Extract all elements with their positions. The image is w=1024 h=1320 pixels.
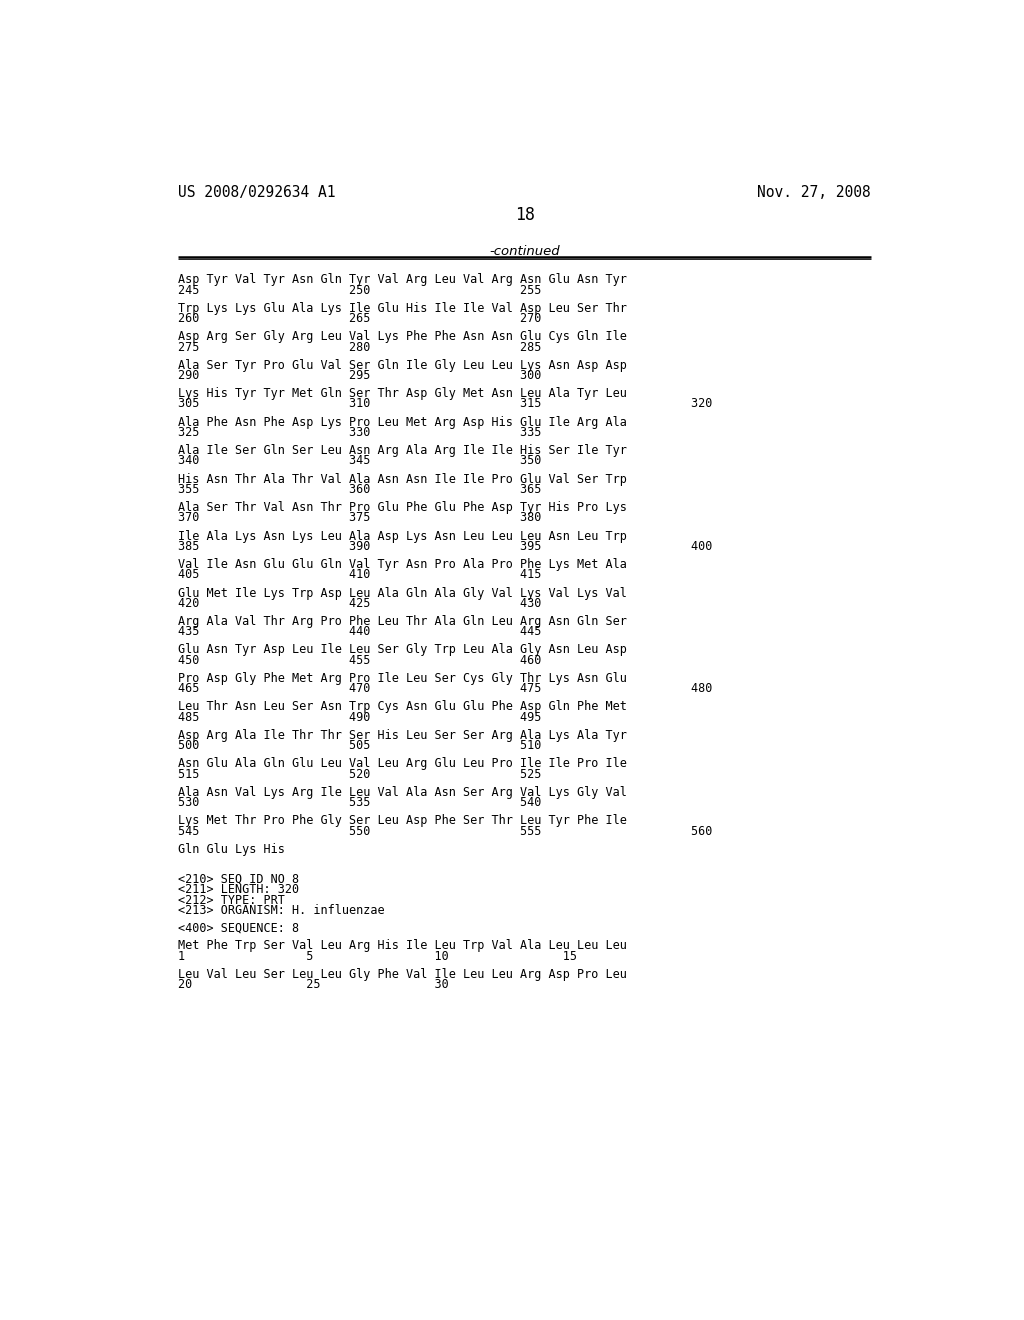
Text: 275                     280                     285: 275 280 285: [178, 341, 542, 354]
Text: Asp Tyr Val Tyr Asn Gln Tyr Val Arg Leu Val Arg Asn Glu Asn Tyr: Asp Tyr Val Tyr Asn Gln Tyr Val Arg Leu …: [178, 273, 628, 286]
Text: 20                25                30: 20 25 30: [178, 978, 450, 991]
Text: <211> LENGTH: 320: <211> LENGTH: 320: [178, 883, 299, 896]
Text: Glu Asn Tyr Asp Leu Ile Leu Ser Gly Trp Leu Ala Gly Asn Leu Asp: Glu Asn Tyr Asp Leu Ile Leu Ser Gly Trp …: [178, 644, 628, 656]
Text: Ala Ser Tyr Pro Glu Val Ser Gln Ile Gly Leu Leu Lys Asn Asp Asp: Ala Ser Tyr Pro Glu Val Ser Gln Ile Gly …: [178, 359, 628, 372]
Text: Glu Met Ile Lys Trp Asp Leu Ala Gln Ala Gly Val Lys Val Lys Val: Glu Met Ile Lys Trp Asp Leu Ala Gln Ala …: [178, 586, 628, 599]
Text: Lys His Tyr Tyr Met Gln Ser Thr Asp Gly Met Asn Leu Ala Tyr Leu: Lys His Tyr Tyr Met Gln Ser Thr Asp Gly …: [178, 387, 628, 400]
Text: Nov. 27, 2008: Nov. 27, 2008: [758, 185, 871, 201]
Text: 290                     295                     300: 290 295 300: [178, 370, 542, 381]
Text: Ala Ile Ser Gln Ser Leu Asn Arg Ala Arg Ile Ile His Ser Ile Tyr: Ala Ile Ser Gln Ser Leu Asn Arg Ala Arg …: [178, 444, 628, 457]
Text: 500                     505                     510: 500 505 510: [178, 739, 542, 752]
Text: 530                     535                     540: 530 535 540: [178, 796, 542, 809]
Text: 545                     550                     555                     560: 545 550 555 560: [178, 825, 713, 838]
Text: Gln Glu Lys His: Gln Glu Lys His: [178, 843, 286, 855]
Text: 1                 5                 10                15: 1 5 10 15: [178, 950, 578, 962]
Text: <210> SEQ ID NO 8: <210> SEQ ID NO 8: [178, 873, 299, 886]
Text: 405                     410                     415: 405 410 415: [178, 569, 542, 581]
Text: Asn Glu Ala Gln Glu Leu Val Leu Arg Glu Leu Pro Ile Ile Pro Ile: Asn Glu Ala Gln Glu Leu Val Leu Arg Glu …: [178, 758, 628, 771]
Text: 18: 18: [515, 206, 535, 224]
Text: Leu Val Leu Ser Leu Leu Gly Phe Val Ile Leu Leu Arg Asp Pro Leu: Leu Val Leu Ser Leu Leu Gly Phe Val Ile …: [178, 968, 628, 981]
Text: Ala Phe Asn Phe Asp Lys Pro Leu Met Arg Asp His Glu Ile Arg Ala: Ala Phe Asn Phe Asp Lys Pro Leu Met Arg …: [178, 416, 628, 429]
Text: 465                     470                     475                     480: 465 470 475 480: [178, 682, 713, 696]
Text: 435                     440                     445: 435 440 445: [178, 626, 542, 639]
Text: 355                     360                     365: 355 360 365: [178, 483, 542, 496]
Text: 340                     345                     350: 340 345 350: [178, 454, 542, 467]
Text: Ile Ala Lys Asn Lys Leu Ala Asp Lys Asn Leu Leu Leu Asn Leu Trp: Ile Ala Lys Asn Lys Leu Ala Asp Lys Asn …: [178, 529, 628, 543]
Text: 420                     425                     430: 420 425 430: [178, 597, 542, 610]
Text: Trp Lys Lys Glu Ala Lys Ile Glu His Ile Ile Val Asp Leu Ser Thr: Trp Lys Lys Glu Ala Lys Ile Glu His Ile …: [178, 302, 628, 314]
Text: Pro Asp Gly Phe Met Arg Pro Ile Leu Ser Cys Gly Thr Lys Asn Glu: Pro Asp Gly Phe Met Arg Pro Ile Leu Ser …: [178, 672, 628, 685]
Text: 485                     490                     495: 485 490 495: [178, 711, 542, 723]
Text: 305                     310                     315                     320: 305 310 315 320: [178, 397, 713, 411]
Text: US 2008/0292634 A1: US 2008/0292634 A1: [178, 185, 336, 201]
Text: 325                     330                     335: 325 330 335: [178, 426, 542, 440]
Text: 450                     455                     460: 450 455 460: [178, 653, 542, 667]
Text: Asp Arg Ser Gly Arg Leu Val Lys Phe Phe Asn Asn Glu Cys Gln Ile: Asp Arg Ser Gly Arg Leu Val Lys Phe Phe …: [178, 330, 628, 343]
Text: 370                     375                     380: 370 375 380: [178, 511, 542, 524]
Text: Met Phe Trp Ser Val Leu Arg His Ile Leu Trp Val Ala Leu Leu Leu: Met Phe Trp Ser Val Leu Arg His Ile Leu …: [178, 940, 628, 953]
Text: Ala Ser Thr Val Asn Thr Pro Glu Phe Glu Phe Asp Tyr His Pro Lys: Ala Ser Thr Val Asn Thr Pro Glu Phe Glu …: [178, 502, 628, 513]
Text: 385                     390                     395                     400: 385 390 395 400: [178, 540, 713, 553]
Text: <400> SEQUENCE: 8: <400> SEQUENCE: 8: [178, 921, 299, 935]
Text: 245                     250                     255: 245 250 255: [178, 284, 542, 297]
Text: Leu Thr Asn Leu Ser Asn Trp Cys Asn Glu Glu Phe Asp Gln Phe Met: Leu Thr Asn Leu Ser Asn Trp Cys Asn Glu …: [178, 701, 628, 714]
Text: Val Ile Asn Glu Glu Gln Val Tyr Asn Pro Ala Pro Phe Lys Met Ala: Val Ile Asn Glu Glu Gln Val Tyr Asn Pro …: [178, 558, 628, 572]
Text: His Asn Thr Ala Thr Val Ala Asn Asn Ile Ile Pro Glu Val Ser Trp: His Asn Thr Ala Thr Val Ala Asn Asn Ile …: [178, 473, 628, 486]
Text: Lys Met Thr Pro Phe Gly Ser Leu Asp Phe Ser Thr Leu Tyr Phe Ile: Lys Met Thr Pro Phe Gly Ser Leu Asp Phe …: [178, 814, 628, 828]
Text: 260                     265                     270: 260 265 270: [178, 312, 542, 325]
Text: <212> TYPE: PRT: <212> TYPE: PRT: [178, 894, 286, 907]
Text: 515                     520                     525: 515 520 525: [178, 768, 542, 781]
Text: Asp Arg Ala Ile Thr Thr Ser His Leu Ser Ser Arg Ala Lys Ala Tyr: Asp Arg Ala Ile Thr Thr Ser His Leu Ser …: [178, 729, 628, 742]
Text: -continued: -continued: [489, 244, 560, 257]
Text: <213> ORGANISM: H. influenzae: <213> ORGANISM: H. influenzae: [178, 904, 385, 917]
Text: Ala Asn Val Lys Arg Ile Leu Val Ala Asn Ser Arg Val Lys Gly Val: Ala Asn Val Lys Arg Ile Leu Val Ala Asn …: [178, 785, 628, 799]
Text: Arg Ala Val Thr Arg Pro Phe Leu Thr Ala Gln Leu Arg Asn Gln Ser: Arg Ala Val Thr Arg Pro Phe Leu Thr Ala …: [178, 615, 628, 628]
